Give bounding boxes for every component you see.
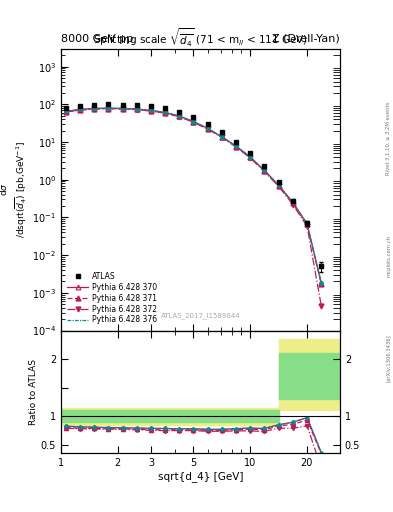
Text: ATLAS_2017_I1589844: ATLAS_2017_I1589844	[161, 312, 240, 319]
Legend: ATLAS, Pythia 6.428 370, Pythia 6.428 371, Pythia 6.428 372, Pythia 6.428 376: ATLAS, Pythia 6.428 370, Pythia 6.428 37…	[65, 269, 160, 327]
Text: mcplots.cern.ch: mcplots.cern.ch	[386, 235, 391, 277]
X-axis label: sqrt{d_4} [GeV]: sqrt{d_4} [GeV]	[158, 471, 243, 482]
Text: Rivet 3.1.10, ≥ 3.2M events: Rivet 3.1.10, ≥ 3.2M events	[386, 101, 391, 175]
Y-axis label: Ratio to ATLAS: Ratio to ATLAS	[29, 359, 38, 425]
Text: Z (Drell-Yan): Z (Drell-Yan)	[272, 33, 340, 44]
Title: Splitting scale $\sqrt{\overline{d_4}}$ (71 < m$_{ll}$ < 111 GeV): Splitting scale $\sqrt{\overline{d_4}}$ …	[93, 26, 308, 49]
Text: [arXiv:1306.3436]: [arXiv:1306.3436]	[386, 334, 391, 382]
Y-axis label: d$\sigma$
/dsqrt($\overline{d_4}$) [pb,GeV$^{-1}$]: d$\sigma$ /dsqrt($\overline{d_4}$) [pb,G…	[0, 141, 29, 238]
Text: 8000 GeV pp: 8000 GeV pp	[61, 33, 133, 44]
